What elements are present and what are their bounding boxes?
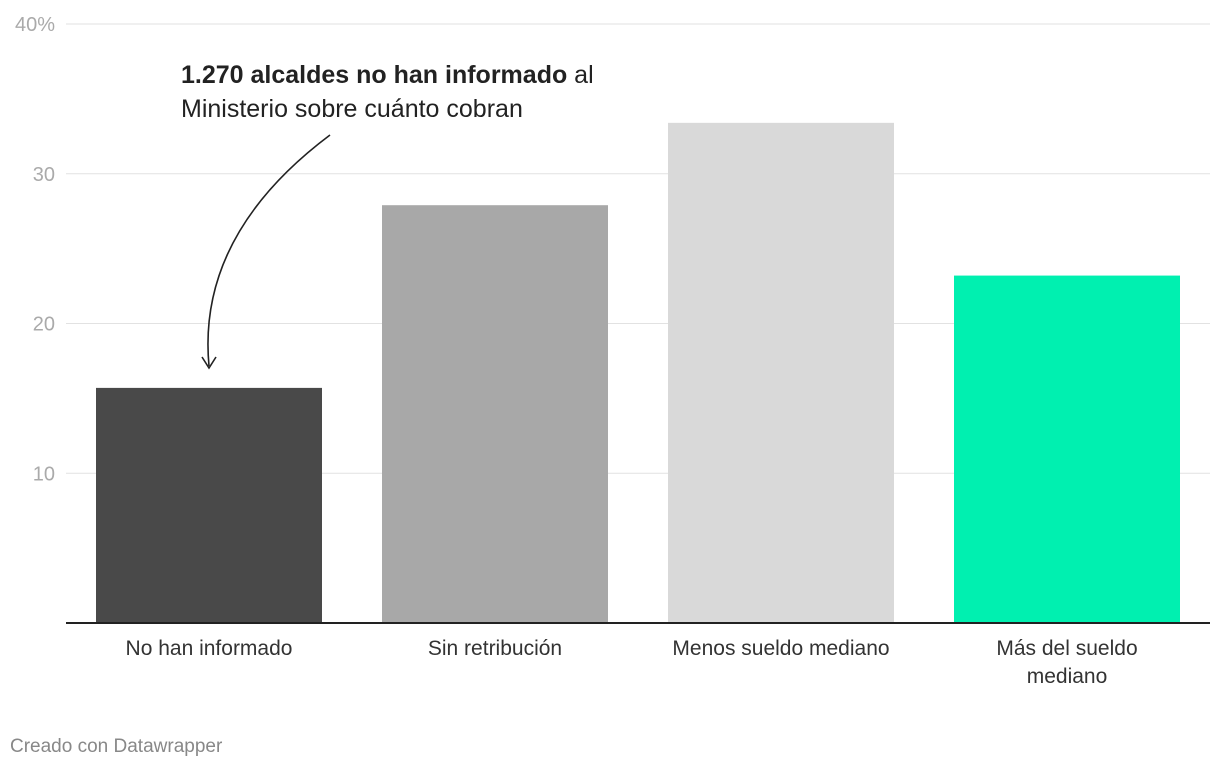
category-labels: No han informado Sin retribución Menos sue… <box>126 637 1138 688</box>
y-tick-label: 10 <box>33 463 55 485</box>
bar <box>668 122 894 624</box>
category-label: Menos sueldo mediano <box>672 637 889 660</box>
bar <box>382 205 608 623</box>
category-label: No han informado <box>126 637 293 660</box>
y-tick-label: 30 <box>33 164 55 186</box>
y-tick-label: 20 <box>33 314 55 336</box>
annotation-bold-text: 1.270 alcaldes no han informado <box>181 61 567 89</box>
annotation-arrowhead <box>201 356 217 370</box>
credit-text: Creado con Datawrapper <box>10 736 223 757</box>
y-axis-ticks: 10 20 30 40% <box>15 14 55 485</box>
annotation-rest-text: al <box>567 61 593 89</box>
annotation-line-1: 1.270 alcaldes no han informado al <box>181 61 594 89</box>
category-label: Sin retribución <box>428 637 562 660</box>
bars <box>96 122 1180 624</box>
annotation-arrow <box>207 134 331 367</box>
bar <box>954 275 1180 623</box>
category-label: Más del sueldo mediano <box>996 637 1137 688</box>
annotation: 1.270 alcaldes no han informado al Minis… <box>181 61 594 370</box>
annotation-line-2: Ministerio sobre cuánto cobran <box>181 95 523 123</box>
bar <box>96 387 322 623</box>
y-tick-label: 40% <box>15 14 55 36</box>
